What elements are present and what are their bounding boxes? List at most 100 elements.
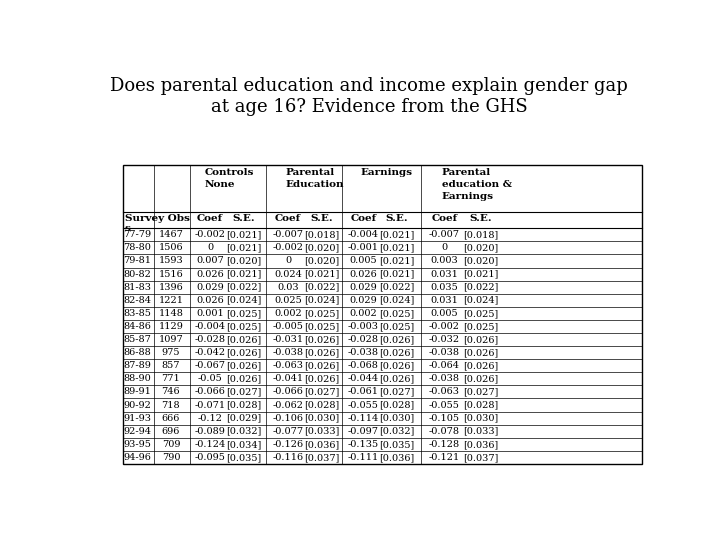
- Text: 857: 857: [162, 361, 180, 370]
- Text: 790: 790: [162, 453, 180, 462]
- Text: Coef: Coef: [197, 214, 223, 223]
- Text: [0.021]: [0.021]: [379, 269, 415, 279]
- Text: 1506: 1506: [158, 244, 183, 252]
- Text: -0.064: -0.064: [429, 361, 460, 370]
- Text: -0.068: -0.068: [348, 361, 379, 370]
- Text: [0.026]: [0.026]: [226, 361, 261, 370]
- Text: [0.021]: [0.021]: [463, 269, 498, 279]
- Text: 696: 696: [162, 427, 180, 436]
- Text: -0.062: -0.062: [273, 401, 304, 409]
- Text: -0.097: -0.097: [348, 427, 379, 436]
- Text: [0.033]: [0.033]: [463, 427, 498, 436]
- Text: 78-80: 78-80: [124, 244, 151, 252]
- Text: Coef: Coef: [351, 214, 377, 223]
- Text: [0.028]: [0.028]: [463, 401, 498, 409]
- Text: S.E.: S.E.: [469, 214, 492, 223]
- Text: -0.032: -0.032: [429, 335, 460, 344]
- Text: [0.025]: [0.025]: [463, 309, 498, 318]
- Text: 1129: 1129: [158, 322, 184, 331]
- Text: 0.003: 0.003: [431, 256, 458, 266]
- Text: 1467: 1467: [158, 230, 184, 239]
- Text: -0.095: -0.095: [194, 453, 225, 462]
- Text: [0.026]: [0.026]: [304, 348, 339, 357]
- Text: [0.020]: [0.020]: [226, 256, 261, 266]
- Text: [0.028]: [0.028]: [226, 401, 261, 409]
- Text: -0.007: -0.007: [273, 230, 304, 239]
- Text: -0.078: -0.078: [429, 427, 460, 436]
- Text: -0.12: -0.12: [197, 414, 222, 423]
- Text: [0.036]: [0.036]: [304, 440, 339, 449]
- Text: [0.025]: [0.025]: [379, 309, 415, 318]
- Text: 1396: 1396: [158, 282, 184, 292]
- Text: S.E.: S.E.: [310, 214, 333, 223]
- Text: -0.105: -0.105: [429, 414, 460, 423]
- Text: 0.024: 0.024: [274, 269, 302, 279]
- Text: [0.025]: [0.025]: [226, 322, 261, 331]
- Text: 1221: 1221: [158, 296, 184, 305]
- Text: 80-82: 80-82: [124, 269, 151, 279]
- Text: 0: 0: [207, 244, 213, 252]
- Text: -0.077: -0.077: [273, 427, 304, 436]
- Text: [0.028]: [0.028]: [379, 401, 415, 409]
- Text: 0.029: 0.029: [196, 282, 224, 292]
- Text: [0.024]: [0.024]: [379, 296, 415, 305]
- Text: 0.005: 0.005: [431, 309, 458, 318]
- Text: -0.066: -0.066: [194, 387, 225, 396]
- Text: 89-91: 89-91: [124, 387, 151, 396]
- Text: 0.031: 0.031: [431, 269, 458, 279]
- Text: S.E.: S.E.: [386, 214, 408, 223]
- Text: [0.024]: [0.024]: [304, 296, 339, 305]
- Text: [0.035]: [0.035]: [226, 453, 261, 462]
- Text: [0.036]: [0.036]: [463, 440, 498, 449]
- Text: -0.114: -0.114: [348, 414, 379, 423]
- Text: -0.004: -0.004: [348, 230, 379, 239]
- Text: 94-96: 94-96: [124, 453, 151, 462]
- Text: [0.021]: [0.021]: [304, 269, 339, 279]
- Text: 84-86: 84-86: [124, 322, 151, 331]
- Text: [0.020]: [0.020]: [463, 244, 498, 252]
- Text: -0.116: -0.116: [273, 453, 304, 462]
- Text: [0.026]: [0.026]: [226, 348, 261, 357]
- Text: Coef: Coef: [275, 214, 301, 223]
- Text: -0.111: -0.111: [348, 453, 379, 462]
- Text: [0.021]: [0.021]: [379, 256, 415, 266]
- Text: 87-89: 87-89: [124, 361, 151, 370]
- Text: [0.024]: [0.024]: [226, 296, 261, 305]
- Text: 771: 771: [161, 374, 180, 383]
- Text: [0.021]: [0.021]: [226, 230, 261, 239]
- Text: 0.03: 0.03: [277, 282, 299, 292]
- Text: 86-88: 86-88: [124, 348, 151, 357]
- Text: 1097: 1097: [158, 335, 184, 344]
- Text: [0.022]: [0.022]: [463, 282, 498, 292]
- Text: -0.05: -0.05: [197, 374, 222, 383]
- Text: -0.061: -0.061: [348, 387, 379, 396]
- Text: [0.028]: [0.028]: [304, 401, 339, 409]
- Text: [0.032]: [0.032]: [226, 427, 261, 436]
- Text: [0.026]: [0.026]: [304, 361, 339, 370]
- Text: [0.034]: [0.034]: [226, 440, 261, 449]
- Text: [0.030]: [0.030]: [304, 414, 339, 423]
- Text: 0.026: 0.026: [349, 269, 377, 279]
- Text: 0.007: 0.007: [196, 256, 224, 266]
- Text: 666: 666: [162, 414, 180, 423]
- Text: [0.027]: [0.027]: [379, 387, 415, 396]
- Text: -0.003: -0.003: [348, 322, 379, 331]
- Text: -0.038: -0.038: [273, 348, 304, 357]
- Text: [0.018]: [0.018]: [463, 230, 498, 239]
- Text: -0.038: -0.038: [348, 348, 379, 357]
- Text: 0.035: 0.035: [431, 282, 458, 292]
- Text: [0.033]: [0.033]: [304, 427, 339, 436]
- Text: [0.027]: [0.027]: [463, 387, 498, 396]
- Text: Parental
education &
Earnings: Parental education & Earnings: [441, 168, 512, 200]
- Text: 0: 0: [441, 244, 447, 252]
- Text: -0.004: -0.004: [194, 322, 225, 331]
- Text: Controls
None: Controls None: [204, 168, 253, 188]
- Text: -0.089: -0.089: [194, 427, 225, 436]
- Text: [0.027]: [0.027]: [304, 387, 339, 396]
- Text: Does parental education and income explain gender gap
at age 16? Evidence from t: Does parental education and income expla…: [110, 77, 628, 116]
- Text: [0.021]: [0.021]: [226, 269, 261, 279]
- Text: 85-87: 85-87: [124, 335, 151, 344]
- Text: -0.063: -0.063: [273, 361, 304, 370]
- Text: [0.026]: [0.026]: [463, 348, 498, 357]
- Text: [0.037]: [0.037]: [304, 453, 339, 462]
